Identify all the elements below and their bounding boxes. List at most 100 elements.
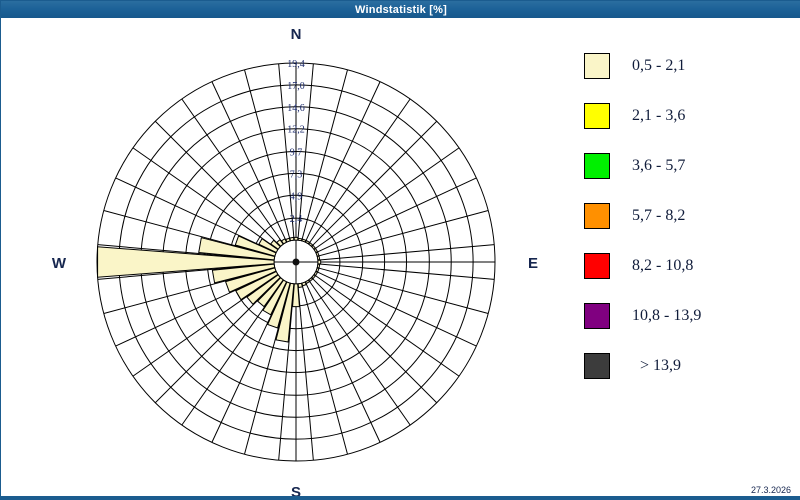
wind-rose-petal — [262, 279, 288, 316]
wind-rose-petal — [304, 279, 311, 285]
grid-spoke — [115, 270, 277, 347]
compass-label-west: W — [52, 255, 67, 272]
radial-tick-label: 2,4 — [290, 214, 303, 225]
grid-spoke — [311, 277, 438, 404]
legend-row: 2,1 - 3,6 — [584, 91, 794, 141]
wind-rose-petal — [211, 263, 276, 284]
grid-spoke — [97, 244, 275, 261]
compass-labels: N E S W — [52, 26, 538, 499]
legend-color-swatch — [584, 153, 610, 179]
compass-label-east: E — [528, 255, 538, 272]
grid-spoke — [313, 274, 460, 377]
grid-spoke — [244, 283, 291, 455]
grid-spoke — [311, 120, 438, 247]
wind-rose-petal — [315, 267, 320, 273]
legend-row: 5,7 - 8,2 — [584, 191, 794, 241]
wind-rose-petal — [256, 277, 284, 308]
grid-spoke — [315, 177, 477, 254]
radial-tick-label: 7,3 — [290, 169, 303, 180]
legend-label: 5,7 - 8,2 — [632, 207, 686, 224]
grid-spoke — [244, 69, 291, 241]
grid-spoke — [304, 281, 381, 443]
wind-rose-petal — [276, 238, 284, 247]
wind-rose-petal — [275, 282, 295, 343]
compass-label-south: S — [291, 484, 301, 499]
grid-spoke — [317, 244, 495, 261]
legend-label: 8,2 - 10,8 — [632, 257, 694, 274]
grid-spoke — [317, 267, 489, 314]
grid-spoke — [181, 98, 284, 245]
legend-row: 8,2 - 10,8 — [584, 241, 794, 291]
wind-rose-petal — [292, 283, 300, 308]
legend-row: 0,5 - 2,1 — [584, 41, 794, 91]
grid-spoke — [211, 281, 288, 443]
grid-spoke — [301, 283, 348, 455]
radial-tick-label: 19,4 — [287, 59, 305, 70]
radial-tick-labels: 2,4 4,9 7,3 9,7 12,2 14,6 17,0 19,4 — [287, 59, 305, 225]
radial-tick-label: 14,6 — [287, 103, 305, 114]
legend-label: 3,6 - 5,7 — [632, 157, 686, 174]
grid-spoke — [97, 263, 275, 280]
wind-rose-petal — [316, 263, 321, 269]
radial-tick-label: 9,7 — [290, 148, 303, 159]
wind-rose-petal — [301, 281, 307, 287]
legend-label: 10,8 - 13,9 — [632, 307, 702, 324]
wind-rose-petal — [293, 236, 299, 241]
grid-spoke — [304, 81, 381, 243]
window-bottom-bar — [1, 496, 800, 499]
grid-spoke — [211, 81, 288, 243]
grid-spoke — [297, 283, 314, 461]
wind-rose-petal — [301, 238, 307, 243]
wind-rose-petal — [235, 270, 279, 301]
grid-spoke — [313, 147, 460, 250]
window-title: Windstatistik [%] — [355, 3, 447, 16]
grid-spoke — [317, 263, 495, 280]
wind-rose-petal — [267, 281, 291, 329]
grid-spoke — [115, 177, 277, 254]
legend-color-swatch — [584, 253, 610, 279]
wind-rose-petal — [97, 246, 275, 278]
legend: 0,5 - 2,1 2,1 - 3,6 3,6 - 5,7 5,7 - 8,2 8,2 … — [584, 41, 794, 391]
grid-spoke — [181, 279, 284, 426]
grid-spoke — [308, 279, 411, 426]
wind-rose-petal — [297, 237, 303, 242]
compass-label-north: N — [291, 26, 302, 43]
radial-tick-label: 12,2 — [287, 125, 305, 136]
radial-tick-label: 4,9 — [290, 191, 303, 202]
date-stamp: 27.3.2026 — [750, 485, 791, 495]
legend-label: 2,1 - 3,6 — [632, 107, 686, 124]
legend-color-swatch — [584, 203, 610, 229]
grid-spoke — [278, 283, 295, 461]
grid-spoke — [317, 210, 489, 257]
grid-spoke — [103, 267, 275, 314]
wind-rose-petal — [224, 267, 277, 293]
wind-rose-petal — [234, 235, 277, 257]
legend-color-swatch — [584, 103, 610, 129]
grid-spoke — [132, 274, 279, 377]
legend-color-swatch — [584, 53, 610, 79]
wind-rose-svg: 2,4 4,9 7,3 9,7 12,2 14,6 17,0 19,4 N E S W — [52, 26, 538, 499]
window-title-bar: Windstatistik [%] — [1, 1, 800, 18]
grid-spoke — [103, 210, 275, 257]
legend-label: > 13,9 — [640, 357, 682, 374]
wind-rose-petal — [317, 259, 322, 265]
legend-row: 3,6 - 5,7 — [584, 141, 794, 191]
grid-spoke — [278, 63, 295, 241]
wind-rose-petal — [297, 282, 303, 289]
grid-spoke — [297, 63, 314, 241]
wind-rose-petal — [315, 251, 320, 257]
wind-rose-plot-area: 2,4 4,9 7,3 9,7 12,2 14,6 17,0 19,4 N E S W — [2, 18, 800, 499]
wind-rose-petal — [258, 238, 279, 254]
grid-spoke — [132, 147, 279, 250]
grid-spoke — [308, 98, 411, 245]
grid-spoke — [315, 270, 477, 347]
legend-color-swatch — [584, 353, 610, 379]
wind-rose-petal — [289, 236, 295, 242]
plot-center-hub — [292, 258, 300, 266]
wind-rose-petal — [285, 237, 291, 243]
legend-row: 10,8 - 13,9 — [584, 291, 794, 341]
wind-rose-petals — [97, 235, 322, 343]
grid-spoke — [154, 277, 281, 404]
legend-row: > 13,9 — [584, 341, 794, 391]
